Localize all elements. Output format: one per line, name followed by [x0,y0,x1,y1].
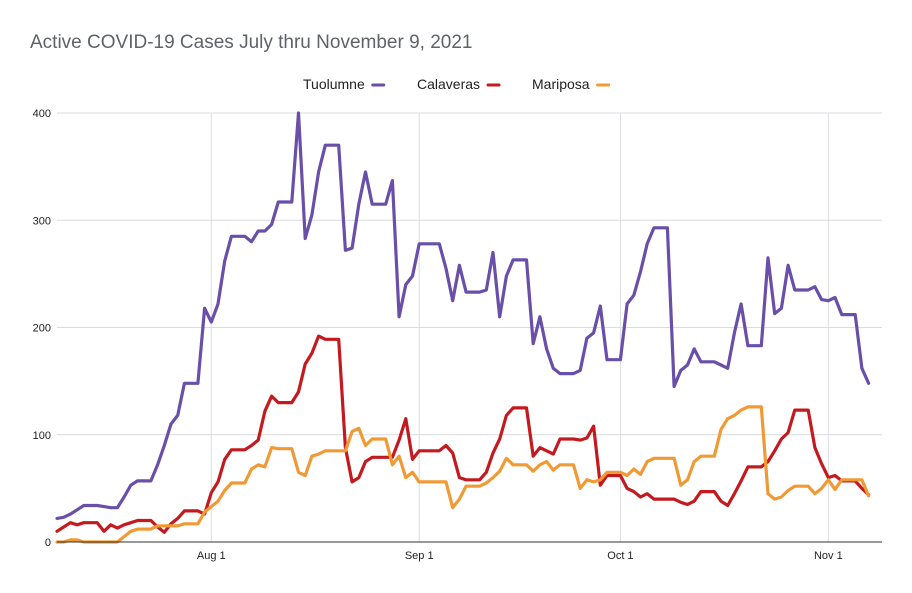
series-line-mariposa [55,405,871,544]
y-tick-label: 200 [33,323,51,335]
chart-title: Active COVID-19 Cases July thru November… [30,32,473,53]
legend-item-tuolumne: Tuolumne [303,76,386,92]
legend-label: Mariposa [532,76,590,92]
y-tick-label: 300 [33,215,51,227]
y-tick-label: 0 [45,537,51,549]
series-line-calaveras [55,334,871,534]
y-tick-label: 400 [33,108,51,120]
x-tick-label: Oct 1 [607,550,633,562]
x-axis: Aug 1 Sep 1 Oct 1 Nov 1 [197,550,843,562]
x-tick-label: Sep 1 [405,550,434,562]
series-line-tuolumne [55,111,871,521]
legend: Tuolumne Calaveras Mariposa [303,76,611,92]
y-axis: 0 100 200 300 400 [33,108,51,549]
legend-item-calaveras: Calaveras [417,76,501,92]
legend-label: Tuolumne [303,76,365,92]
y-tick-label: 100 [33,430,51,442]
x-tick-label: Nov 1 [814,550,843,562]
series-lines [55,111,871,544]
legend-label: Calaveras [417,76,480,92]
legend-item-mariposa: Mariposa [532,76,611,92]
gridlines [57,112,882,542]
x-tick-label: Aug 1 [197,550,226,562]
